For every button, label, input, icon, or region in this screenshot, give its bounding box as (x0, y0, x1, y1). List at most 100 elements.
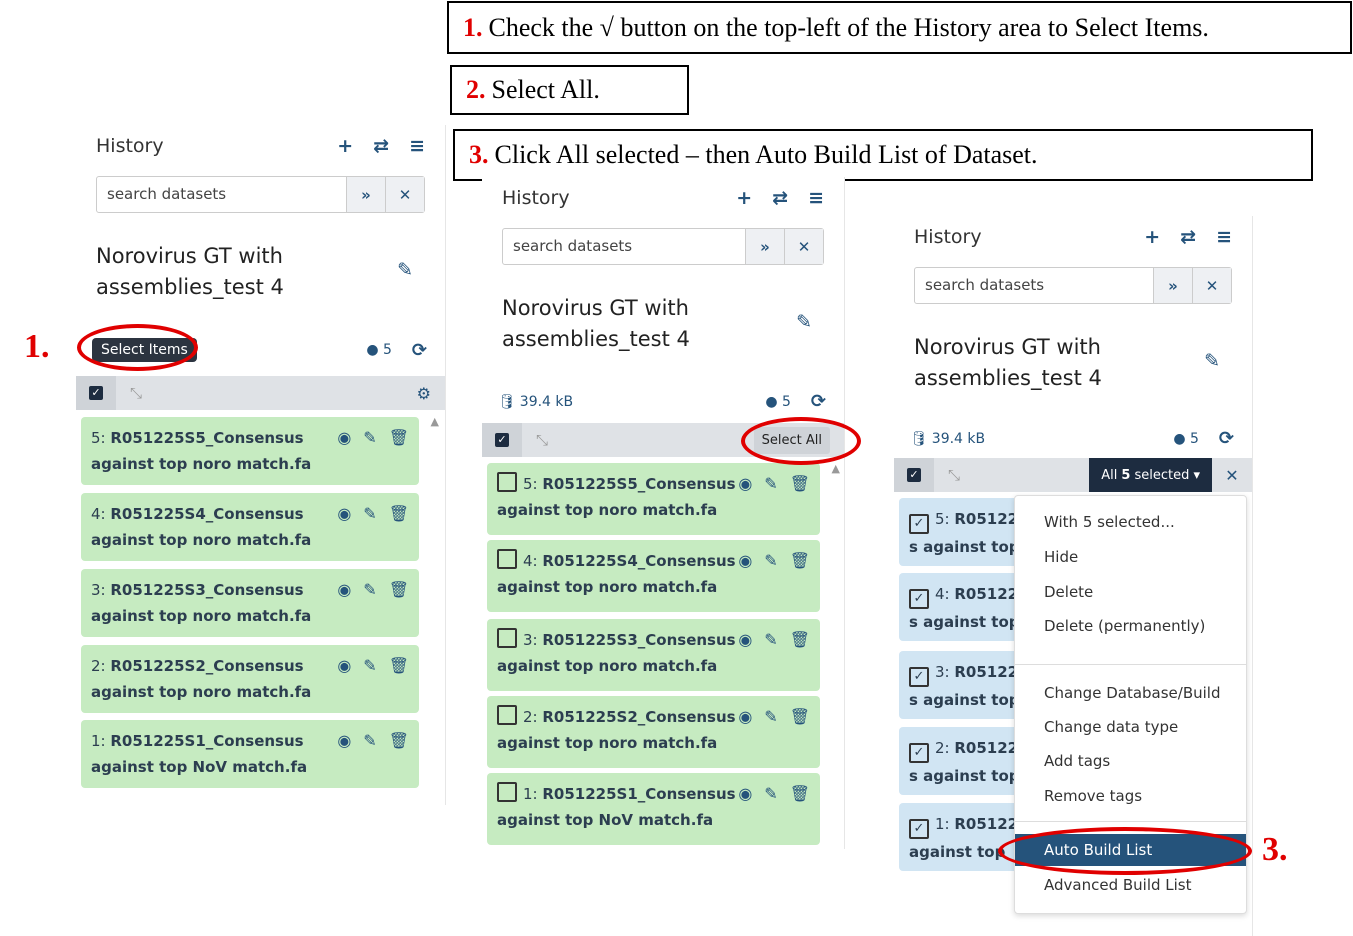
edit-history-pencil-icon[interactable]: ✎ (397, 259, 413, 281)
refresh-icon[interactable]: ⟳ (411, 339, 427, 361)
edit-history-pencil-icon[interactable]: ✎ (1204, 350, 1220, 372)
menu-item[interactable]: Add tags (1044, 752, 1111, 770)
plus-icon[interactable]: + (736, 187, 753, 209)
eye-icon[interactable]: ◉ (337, 504, 352, 523)
datasets-count[interactable]: ● 5 (366, 342, 392, 358)
dataset-item[interactable]: 5: R051225S5_Consensus against top noro … (81, 417, 419, 485)
dataset-item[interactable]: 5: R051225S5_Consensus against top noro … (487, 463, 820, 535)
advanced-search-toggle-icon[interactable]: » (745, 229, 784, 264)
switch-icon[interactable]: ⇄ (1180, 226, 1197, 248)
refresh-icon[interactable]: ⟳ (810, 391, 826, 412)
dataset-item[interactable]: 3: R051225S3_Consensus against top noro … (81, 569, 419, 637)
pencil-icon[interactable]: ✎ (363, 731, 377, 750)
item-checkbox-checked[interactable]: ✓ (909, 743, 929, 763)
pencil-icon[interactable]: ✎ (363, 428, 377, 447)
item-checkbox[interactable] (497, 782, 517, 802)
menu-item[interactable]: Change data type (1044, 718, 1179, 736)
menu-item[interactable]: Advanced Build List (1044, 876, 1192, 894)
pencil-icon[interactable]: ✎ (764, 474, 778, 493)
dataset-item[interactable]: 1: R051225S1_Consensus against top NoV m… (81, 720, 419, 788)
trash-icon[interactable]: 🗑 (789, 630, 810, 649)
pencil-icon[interactable]: ✎ (764, 630, 778, 649)
collapse-icon[interactable]: ⤡ (948, 466, 961, 484)
plus-icon[interactable]: + (1144, 226, 1161, 248)
eye-icon[interactable]: ◉ (738, 474, 753, 493)
pencil-icon[interactable]: ✎ (764, 551, 778, 570)
clear-search-icon[interactable]: ✕ (385, 177, 424, 212)
eye-icon[interactable]: ◉ (738, 551, 753, 570)
edit-history-pencil-icon[interactable]: ✎ (796, 311, 812, 333)
pencil-icon[interactable]: ✎ (764, 784, 778, 803)
trash-icon[interactable]: 🗑 (789, 551, 810, 570)
menu-item[interactable]: Remove tags (1044, 787, 1143, 805)
menu-item[interactable]: Change Database/Build (1044, 684, 1221, 702)
item-checkbox[interactable] (497, 549, 517, 569)
eye-icon[interactable]: ◉ (738, 630, 753, 649)
item-checkbox-checked[interactable]: ✓ (909, 667, 929, 687)
gear-icon[interactable]: ⚙ (416, 383, 431, 403)
eye-icon[interactable]: ◉ (738, 784, 753, 803)
advanced-search-toggle-icon[interactable]: » (346, 177, 385, 212)
trash-icon[interactable]: 🗑 (388, 428, 409, 447)
search-datasets[interactable]: search datasets » ✕ (96, 176, 425, 213)
scroll-up-arrow-icon[interactable]: ▲ (430, 415, 439, 428)
dataset-item[interactable]: 3: R051225S3_Consensus against top noro … (487, 619, 820, 691)
refresh-icon[interactable]: ⟳ (1218, 428, 1234, 449)
item-checkbox-checked[interactable]: ✓ (909, 819, 929, 839)
select-items-button[interactable]: ✓ (894, 458, 934, 492)
item-checkbox-checked[interactable]: ✓ (909, 589, 929, 609)
datasets-count[interactable]: ● 5 (1173, 431, 1199, 447)
search-datasets[interactable]: search datasets » ✕ (914, 267, 1232, 304)
eye-icon[interactable]: ◉ (337, 656, 352, 675)
pencil-icon[interactable]: ✎ (363, 580, 377, 599)
eye-icon[interactable]: ◉ (337, 580, 352, 599)
plus-icon[interactable]: + (337, 135, 354, 157)
collapse-icon[interactable]: ⤡ (536, 431, 549, 449)
trash-icon[interactable]: 🗑 (789, 474, 810, 493)
eye-icon[interactable]: ◉ (337, 428, 352, 447)
item-checkbox[interactable] (497, 472, 517, 492)
menu-icon[interactable]: ≡ (808, 187, 824, 209)
menu-icon[interactable]: ≡ (1216, 226, 1232, 248)
item-checkbox[interactable] (497, 705, 517, 725)
clear-search-icon[interactable]: ✕ (784, 229, 823, 264)
item-checkbox[interactable] (497, 628, 517, 648)
dataset-item[interactable]: 2: R051225S2_Consensus against top noro … (487, 696, 820, 768)
trash-icon[interactable]: 🗑 (789, 707, 810, 726)
trash-icon[interactable]: 🗑 (388, 580, 409, 599)
pencil-icon[interactable]: ✎ (363, 656, 377, 675)
trash-icon[interactable]: 🗑 (388, 656, 409, 675)
menu-item[interactable]: Delete (1044, 583, 1094, 601)
dataset-item[interactable]: 4: R051225S4_Consensus against top noro … (81, 493, 419, 561)
pencil-icon[interactable]: ✎ (764, 707, 778, 726)
select-items-button[interactable]: ✓ (482, 423, 522, 457)
search-input[interactable]: search datasets (513, 237, 633, 255)
history-panel-1: History + ⇄ ≡ search datasets » ✕ Norovirus GT … (76, 125, 446, 805)
clear-search-icon[interactable]: ✕ (1192, 268, 1231, 303)
collapse-icon[interactable]: ⤡ (130, 384, 143, 402)
menu-item[interactable]: Delete (permanently) (1044, 617, 1206, 635)
switch-icon[interactable]: ⇄ (772, 187, 789, 209)
trash-icon[interactable]: 🗑 (388, 731, 409, 750)
trash-icon[interactable]: 🗑 (388, 504, 409, 523)
dataset-item[interactable]: 2: R051225S2_Consensus against top noro … (81, 645, 419, 713)
search-input[interactable]: search datasets (925, 276, 1045, 294)
search-input[interactable]: search datasets (107, 185, 227, 203)
select-items-button[interactable]: ✓ (76, 376, 116, 410)
dataset-item[interactable]: 4: R051225S4_Consensus against top noro … (487, 540, 820, 612)
eye-icon[interactable]: ◉ (337, 731, 352, 750)
search-datasets[interactable]: search datasets » ✕ (502, 228, 824, 265)
datasets-count[interactable]: ● 5 (765, 394, 791, 410)
dataset-item[interactable]: 1: R051225S1_Consensus against top NoV m… (487, 773, 820, 845)
scroll-up-arrow-icon[interactable]: ▲ (831, 462, 840, 475)
menu-icon[interactable]: ≡ (409, 135, 425, 157)
all-selected-dropdown[interactable]: All 5 selected ▾ (1089, 458, 1212, 492)
eye-icon[interactable]: ◉ (738, 707, 753, 726)
switch-icon[interactable]: ⇄ (373, 135, 390, 157)
menu-item[interactable]: Hide (1044, 548, 1079, 566)
trash-icon[interactable]: 🗑 (789, 784, 810, 803)
advanced-search-toggle-icon[interactable]: » (1153, 268, 1192, 303)
clear-selection-icon[interactable]: ✕ (1225, 465, 1239, 485)
pencil-icon[interactable]: ✎ (363, 504, 377, 523)
item-checkbox-checked[interactable]: ✓ (909, 514, 929, 534)
